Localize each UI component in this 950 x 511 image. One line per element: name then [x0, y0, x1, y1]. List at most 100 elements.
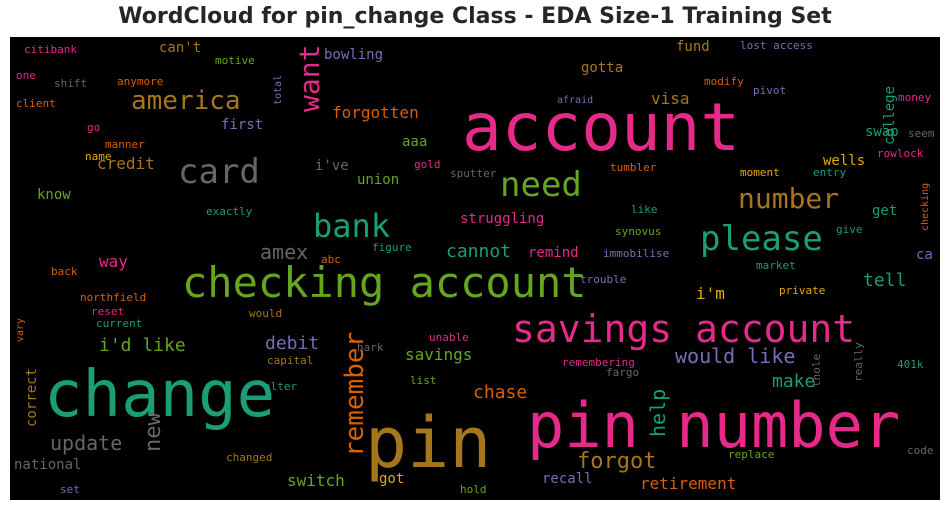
wordcloud-svg: account pin number change pin checking accou… — [14, 39, 935, 496]
word-forgotten: forgotten — [332, 103, 419, 122]
word-swap: swap — [865, 124, 899, 140]
word-immobilise: immobilise — [603, 247, 669, 260]
word-recall: recall — [542, 471, 593, 487]
word-know: know — [37, 187, 71, 203]
word-remembering: remembering — [562, 356, 635, 369]
word-manner: manner — [105, 138, 145, 151]
word-replace: replace — [728, 448, 774, 461]
word-would: would — [249, 307, 282, 320]
word-college: college — [882, 86, 898, 145]
word-bank: bank — [313, 207, 390, 245]
word-changed: changed — [226, 451, 272, 464]
word-tumbler: tumbler — [610, 161, 657, 174]
word-rowlock: rowlock — [877, 147, 924, 160]
word-bowling: bowling — [324, 47, 383, 63]
word-seem: seem — [908, 127, 935, 140]
word-fund: fund — [676, 39, 710, 55]
word-switch: switch — [287, 471, 345, 490]
word-please: please — [700, 219, 823, 259]
word-update: update — [50, 431, 122, 455]
word-hold: hold — [460, 483, 487, 496]
word-would-like: would like — [675, 344, 795, 368]
word-market: market — [756, 259, 796, 272]
word-card: card — [178, 152, 260, 192]
word-chase: chase — [473, 382, 527, 403]
word-savings-account: savings account — [512, 307, 855, 351]
word-capital: capital — [267, 354, 313, 367]
word-i-d-like: i'd like — [99, 335, 186, 356]
word-account: account — [462, 89, 740, 166]
word-get: get — [872, 203, 897, 219]
word-debit: debit — [265, 333, 319, 354]
word-name: name — [85, 150, 112, 163]
word-afraid: afraid — [557, 95, 593, 106]
word-new: new — [141, 412, 166, 452]
word-tell: tell — [863, 270, 906, 291]
word-abc: abc — [321, 253, 341, 266]
word-help: help — [646, 389, 670, 437]
word-reset: reset — [91, 305, 124, 318]
word-sputter: sputter — [450, 167, 497, 180]
word-want: want — [293, 45, 326, 112]
word-total: total — [273, 75, 284, 105]
word-give: give — [836, 223, 863, 236]
word-northfield: northfield — [80, 291, 146, 304]
word-credit: credit — [97, 154, 155, 173]
word-remember: remember — [340, 332, 370, 457]
word-exactly: exactly — [206, 205, 253, 218]
word-motive: motive — [215, 54, 255, 67]
word-hark: hark — [357, 341, 384, 354]
wordcloud-canvas: account pin number change pin checking accou… — [10, 37, 940, 500]
word-pivot: pivot — [753, 84, 786, 97]
word-alter: alter — [264, 380, 297, 393]
word-citibank: citibank — [24, 43, 77, 56]
word-savings: savings — [405, 345, 472, 364]
word-vary: vary — [15, 318, 26, 342]
word-401k: 401k — [897, 358, 924, 371]
word-amex: amex — [260, 240, 308, 264]
word-like: like — [631, 203, 658, 216]
word-unable: unable — [429, 331, 469, 344]
word-checking-account: checking account — [182, 258, 587, 307]
word-correct: correct — [24, 368, 40, 427]
word-make: make — [772, 371, 815, 392]
word-remind: remind — [528, 245, 579, 261]
word-set: set — [60, 483, 80, 496]
word-aaa: aaa — [402, 134, 427, 150]
word-list: list — [410, 374, 437, 387]
word-got: got — [379, 471, 404, 487]
word-current: current — [96, 317, 142, 330]
word-client: client — [16, 97, 56, 110]
word-forgot: forgot — [577, 449, 656, 474]
word-retirement: retirement — [640, 474, 736, 493]
word-entry: entry — [813, 166, 846, 179]
word-pin-number: pin number — [527, 389, 900, 462]
word-money: money — [898, 91, 931, 104]
word-fargo: fargo — [606, 366, 639, 379]
word-really: really — [852, 342, 865, 382]
word-back: back — [51, 265, 78, 278]
word-union: union — [357, 172, 399, 188]
word-america: america — [131, 86, 241, 116]
word-can-t: can't — [159, 40, 201, 56]
word-pin: pin — [365, 402, 491, 484]
word-checking: checking — [920, 183, 931, 231]
chart-title: WordCloud for pin_change Class - EDA Siz… — [118, 4, 832, 29]
word-trouble: trouble — [580, 273, 626, 286]
word-lost-access: lost access — [740, 39, 813, 52]
word-gotta: gotta — [581, 60, 623, 76]
word-shift: shift — [54, 77, 87, 90]
word-change: change — [44, 358, 275, 432]
word-need: need — [500, 165, 582, 205]
word-moment: moment — [740, 166, 780, 179]
word-gold: gold — [414, 158, 441, 171]
word-thole: thole — [810, 354, 823, 387]
word-one: one — [16, 69, 36, 82]
word-national: national — [14, 457, 81, 473]
word-i-ve: i've — [315, 158, 349, 174]
word-cannot: cannot — [446, 241, 511, 262]
word-go: go — [87, 121, 100, 134]
word-number: number — [738, 182, 839, 215]
word-first: first — [221, 117, 263, 133]
word-visa: visa — [651, 89, 690, 108]
